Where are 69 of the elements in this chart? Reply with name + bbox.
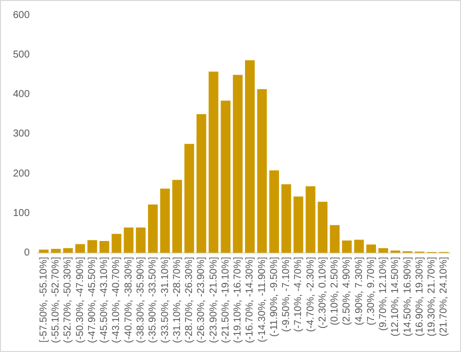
x-tick-label: (-43.10%, -40.70%]: [111, 256, 122, 344]
bar: [148, 204, 158, 253]
bar: [196, 114, 206, 253]
x-tick-label: (14.50%, 16.90%]: [402, 256, 414, 336]
x-tick-label: (-28.70%, -26.30%]: [184, 256, 195, 344]
bar: [87, 240, 98, 253]
x-tick-label: (-16.70%, -14.30%]: [244, 256, 256, 344]
bar: [136, 227, 146, 253]
x-tick-label: (-47.90%, -45.50%]: [87, 256, 98, 344]
bar: [245, 60, 255, 253]
bar: [257, 89, 267, 253]
x-tick-label: (2.50%, 4.90%]: [342, 256, 353, 326]
y-tick-label: 500: [12, 49, 30, 60]
y-tick-label: 200: [12, 168, 30, 180]
x-tick-label: (7.30%, 9.70%]: [366, 256, 377, 326]
bar: [378, 248, 388, 253]
x-tick-label: (-21.50%, -19.10%]: [220, 256, 232, 344]
x-tick-label: (0.10%, 2.50%]: [330, 256, 341, 326]
y-tick-label: 400: [12, 89, 30, 100]
x-tick-label: (-33.50%, -31.10%]: [160, 256, 171, 344]
bar: [366, 244, 376, 253]
x-tick-label: (-38.30%, -35.90%]: [136, 256, 146, 344]
x-tick-label: (-7.10%, -4.70%]: [293, 256, 304, 332]
bar: [38, 250, 49, 253]
x-tick-label: (-40.70%, -38.30%]: [123, 256, 134, 344]
x-tick-label: (-31.10%, -28.70%]: [172, 256, 183, 344]
x-tick-label: (-9.50%, -7.10%]: [281, 256, 292, 332]
bar: [63, 248, 73, 253]
x-tick-label: (4.90%, 7.30%]: [354, 256, 365, 326]
bar: [160, 188, 170, 253]
bar: [306, 186, 316, 253]
x-tick-label: (-11.90%, -9.50%]: [268, 256, 280, 337]
x-tick-label: (16.90%, 19.30%]: [414, 256, 426, 336]
bar: [184, 144, 194, 253]
y-tick-label: 0: [24, 248, 30, 259]
x-tick-label: (-45.50%, -43.10%]: [99, 256, 110, 344]
x-tick-label: (12.10%, 14.50%]: [390, 256, 402, 336]
bar: [318, 202, 328, 253]
x-tick-label: (-50.30%, -47.90%]: [74, 256, 86, 344]
bar: [75, 244, 85, 253]
x-tick-label: (-55.10%, -52.70%]: [50, 256, 62, 344]
x-tick-label: (-52.70%, -50.30%]: [62, 256, 74, 344]
bar: [342, 240, 352, 253]
x-tick-label: (-4.70%, -2.30%]: [305, 256, 316, 332]
y-tick-label: 300: [12, 128, 30, 140]
bar: [281, 184, 292, 253]
bar: [232, 74, 243, 253]
bar: [124, 227, 134, 253]
x-tick-label: (19.30%, 21.70%]: [426, 256, 438, 336]
bar: [112, 234, 122, 253]
bar: [172, 180, 182, 253]
bar: [294, 196, 304, 253]
x-tick-label: (-23.90%, -21.50%]: [208, 256, 220, 344]
bar: [354, 240, 364, 253]
bar: [208, 72, 218, 253]
x-tick-label: (9.70%, 12.10%]: [378, 256, 390, 331]
x-tick-label: (-2.30%, 0.10%]: [317, 256, 328, 329]
y-tick-label: 100: [12, 208, 30, 219]
bar: [100, 240, 110, 253]
x-tick-label: (-19.10%, -16.70%]: [232, 256, 244, 344]
x-tick-label: (-26.30%, -23.90%]: [196, 256, 208, 344]
bar: [269, 170, 279, 253]
bar: [220, 100, 230, 253]
x-tick-label: (-14.30%, -11.90%]: [256, 256, 268, 342]
x-tick-label: (21.70%, 24.10%]: [438, 256, 450, 336]
bar: [330, 225, 340, 253]
x-tick-label: (-35.90%, -33.50%]: [148, 256, 159, 344]
x-tick-label: [-57.50%, -55.10%]: [38, 256, 50, 342]
y-tick-label: 600: [12, 10, 30, 21]
